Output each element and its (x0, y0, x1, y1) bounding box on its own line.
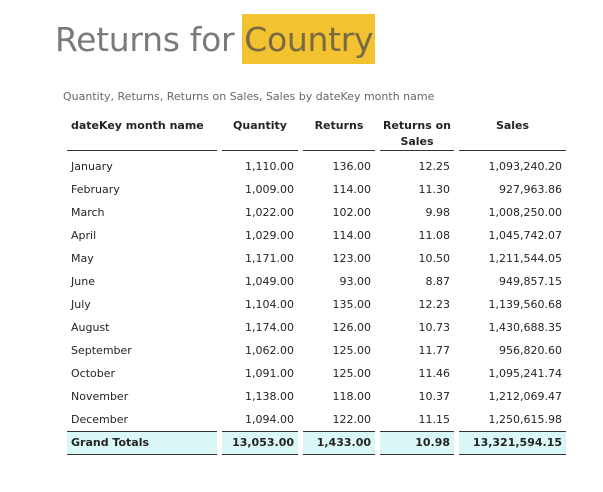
total-sales: 13,321,594.15 (459, 431, 566, 455)
cell-month: August (71, 321, 110, 334)
cell-month: May (71, 252, 94, 265)
cell-quantity: 1,009.00 (245, 183, 294, 196)
table-row: July 1,104.00 135.00 12.23 1,139,560.68 (67, 293, 566, 316)
cell-quantity: 1,174.00 (245, 321, 294, 334)
cell-month: December (71, 413, 129, 426)
cell-month: November (71, 390, 129, 403)
returns-matrix-table: dateKey month name Quantity Returns Retu… (67, 112, 566, 455)
cell-month: February (71, 183, 120, 196)
cell-sales: 1,093,240.20 (488, 160, 562, 173)
visual-subtitle: Quantity, Returns, Returns on Sales, Sal… (63, 90, 435, 103)
cell-quantity: 1,171.00 (245, 252, 294, 265)
table-row: February 1,009.00 114.00 11.30 927,963.8… (67, 178, 566, 201)
cell-returns-on-sales: 12.23 (418, 298, 451, 311)
cell-returns-on-sales: 11.77 (418, 344, 451, 357)
header-returns-on-sales-line1: Returns on (382, 119, 452, 132)
cell-month: July (71, 298, 91, 311)
table-row: November 1,138.00 118.00 10.37 1,212,069… (67, 385, 566, 408)
title-prefix: Returns for (55, 19, 235, 59)
total-quantity: 13,053.00 (222, 431, 298, 455)
header-quantity[interactable]: Quantity (222, 112, 298, 151)
table-row: March 1,022.00 102.00 9.98 1,008,250.00 (67, 201, 566, 224)
total-returns: 1,433.00 (303, 431, 375, 455)
cell-sales: 1,095,241.74 (488, 367, 562, 380)
cell-returns-on-sales: 11.08 (418, 229, 451, 242)
cell-sales: 1,250,615.98 (488, 413, 562, 426)
cell-returns-on-sales: 11.15 (418, 413, 451, 426)
cell-quantity: 1,022.00 (245, 206, 294, 219)
cell-sales: 949,857.15 (499, 275, 562, 288)
cell-quantity: 1,094.00 (245, 413, 294, 426)
table-row: September 1,062.00 125.00 11.77 956,820.… (67, 339, 566, 362)
table-row: April 1,029.00 114.00 11.08 1,045,742.07 (67, 224, 566, 247)
table-row: August 1,174.00 126.00 10.73 1,430,688.3… (67, 316, 566, 339)
cell-returns: 126.00 (332, 321, 372, 334)
cell-sales: 927,963.86 (499, 183, 562, 196)
table-row: October 1,091.00 125.00 11.46 1,095,241.… (67, 362, 566, 385)
cell-quantity: 1,110.00 (245, 160, 294, 173)
table-row: June 1,049.00 93.00 8.87 949,857.15 (67, 270, 566, 293)
cell-returns: 122.00 (332, 413, 372, 426)
cell-sales: 1,139,560.68 (488, 298, 562, 311)
cell-returns: 114.00 (332, 183, 372, 196)
cell-returns: 123.00 (332, 252, 372, 265)
header-returns-on-sales-line2: Sales (400, 135, 434, 148)
table-row: January 1,110.00 136.00 12.25 1,093,240.… (67, 155, 566, 178)
cell-returns: 125.00 (332, 344, 372, 357)
cell-returns: 125.00 (332, 367, 372, 380)
table-header-row: dateKey month name Quantity Returns Retu… (67, 112, 566, 151)
cell-returns-on-sales: 11.30 (418, 183, 451, 196)
grand-totals-label: Grand Totals (67, 431, 217, 455)
total-returns-on-sales: 10.98 (380, 431, 454, 455)
table-row: May 1,171.00 123.00 10.50 1,211,544.05 (67, 247, 566, 270)
cell-quantity: 1,138.00 (245, 390, 294, 403)
header-sales[interactable]: Sales (459, 112, 566, 151)
cell-month: September (71, 344, 132, 357)
cell-month: January (71, 160, 113, 173)
header-returns-on-sales[interactable]: Returns on Sales (380, 112, 454, 151)
cell-returns-on-sales: 10.73 (418, 321, 451, 334)
cell-sales: 1,212,069.47 (488, 390, 562, 403)
cell-returns-on-sales: 11.46 (418, 367, 451, 380)
cell-sales: 1,211,544.05 (488, 252, 562, 265)
cell-returns: 136.00 (332, 160, 372, 173)
cell-returns: 135.00 (332, 298, 372, 311)
cell-quantity: 1,062.00 (245, 344, 294, 357)
cell-returns-on-sales: 9.98 (425, 206, 451, 219)
cell-returns-on-sales: 10.50 (418, 252, 451, 265)
cell-returns: 114.00 (332, 229, 372, 242)
cell-returns-on-sales: 8.87 (425, 275, 451, 288)
cell-month: March (71, 206, 105, 219)
cell-quantity: 1,091.00 (245, 367, 294, 380)
cell-returns: 102.00 (332, 206, 372, 219)
cell-month: October (71, 367, 116, 380)
grand-totals-row: Grand Totals 13,053.00 1,433.00 10.98 13… (67, 431, 566, 455)
cell-returns-on-sales: 12.25 (418, 160, 451, 173)
table-row: December 1,094.00 122.00 11.15 1,250,615… (67, 408, 566, 431)
cell-sales: 1,045,742.07 (488, 229, 562, 242)
cell-returns-on-sales: 10.37 (418, 390, 451, 403)
cell-quantity: 1,029.00 (245, 229, 294, 242)
header-month[interactable]: dateKey month name (67, 112, 217, 151)
cell-quantity: 1,104.00 (245, 298, 294, 311)
cell-returns: 118.00 (332, 390, 372, 403)
header-returns[interactable]: Returns (303, 112, 375, 151)
cell-sales: 956,820.60 (499, 344, 562, 357)
cell-sales: 1,430,688.35 (488, 321, 562, 334)
cell-returns: 93.00 (339, 275, 372, 288)
cell-month: June (71, 275, 95, 288)
page-title: Returns for Country (55, 14, 376, 64)
cell-sales: 1,008,250.00 (488, 206, 562, 219)
cell-month: April (71, 229, 97, 242)
title-highlight-country[interactable]: Country (242, 14, 376, 64)
cell-quantity: 1,049.00 (245, 275, 294, 288)
